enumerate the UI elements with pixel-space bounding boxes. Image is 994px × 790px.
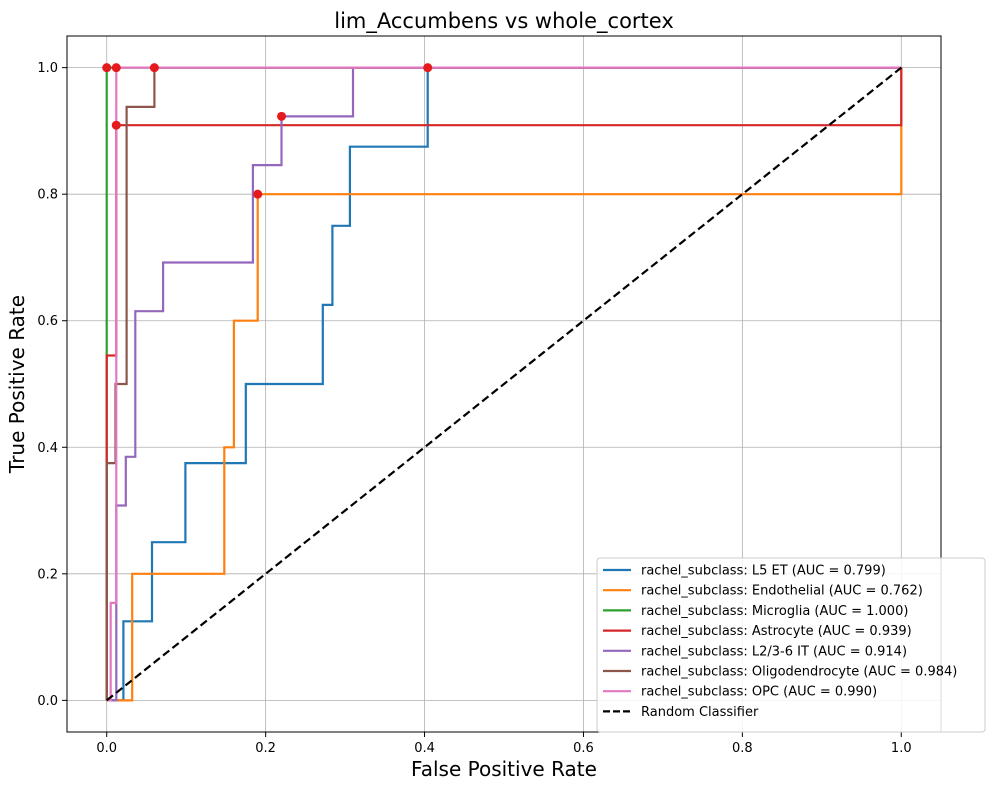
- series-line-0: [106, 66, 902, 702]
- x-axis: 0.0 0.2 0.4 0.6 0.8 1.0: [96, 732, 912, 756]
- y-axis: 0.0 0.2 0.4 0.6 0.8 1.0: [37, 61, 67, 709]
- x-tick-label: 0.4: [414, 741, 435, 756]
- series-line-6: [106, 66, 902, 702]
- y-tick-label: 0.4: [37, 441, 58, 456]
- y-tick-label: 0.8: [37, 188, 58, 203]
- series-line-5: [105, 66, 902, 701]
- x-tick-label: 0.6: [573, 741, 594, 756]
- plot-frame: [66, 35, 942, 733]
- y-tick-label: 0.0: [37, 694, 58, 709]
- y-tick-label: 1.0: [37, 61, 58, 76]
- legend-label-2: rachel_subclass: Microglia (AUC = 1.000): [641, 604, 908, 619]
- optimal-threshold-marker-2: [102, 63, 112, 73]
- markers-layer: [102, 63, 433, 199]
- series-line-7: [106, 66, 902, 702]
- legend-label-7: Random Classifier: [641, 705, 759, 720]
- x-tick-label: 0.8: [732, 741, 753, 756]
- y-tick-label: 0.2: [37, 567, 58, 582]
- legend-label-4: rachel_subclass: L2/3-6 IT (AUC = 0.914): [641, 644, 907, 659]
- series-line-4: [106, 66, 902, 702]
- legend-label-6: rachel_subclass: OPC (AUC = 0.990): [641, 685, 877, 700]
- y-axis-title: True Positive Rate: [5, 295, 29, 474]
- optimal-threshold-marker-3: [111, 120, 121, 130]
- legend-label-1: rachel_subclass: Endothelial (AUC = 0.76…: [641, 584, 923, 599]
- optimal-threshold-marker-4: [277, 111, 287, 121]
- legend-label-5: rachel_subclass: Oligodendrocyte (AUC = …: [641, 665, 957, 680]
- x-tick-label: 1.0: [891, 741, 912, 756]
- legend-box: [596, 557, 986, 733]
- series-line-1: [106, 67, 903, 702]
- x-tick-label: 0.0: [96, 741, 117, 756]
- chart-title: lim_Accumbens vs whole_cortex: [334, 9, 674, 34]
- x-tick-label: 0.2: [255, 741, 276, 756]
- legend-label-0: rachel_subclass: L5 ET (AUC = 0.799): [641, 564, 886, 579]
- optimal-threshold-marker-5: [149, 63, 159, 73]
- optimal-threshold-marker-1: [253, 189, 263, 199]
- legend-label-3: rachel_subclass: Astrocyte (AUC = 0.939): [641, 624, 912, 639]
- y-tick-label: 0.6: [37, 314, 58, 329]
- optimal-threshold-marker-6: [111, 63, 121, 73]
- legend: rachel_subclass: L5 ET (AUC = 0.799) rach…: [596, 557, 986, 733]
- x-axis-title: False Positive Rate: [411, 757, 597, 781]
- optimal-threshold-marker-0: [423, 63, 433, 73]
